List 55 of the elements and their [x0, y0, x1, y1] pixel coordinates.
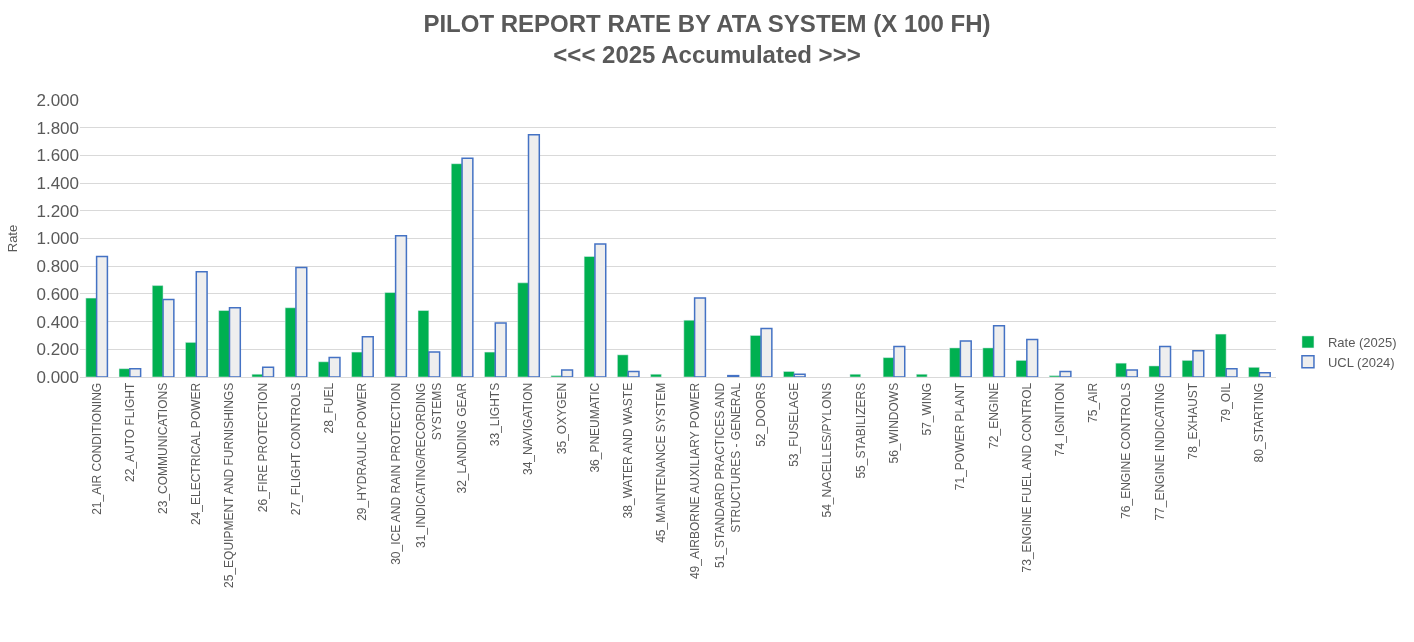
x-tick-label: 28_FUEL: [322, 382, 337, 434]
x-tick-label: 22_AUTO FLIGHT: [122, 382, 137, 482]
y-tick-label: 1.800: [36, 118, 79, 138]
y-tick-label: 1.600: [36, 146, 79, 166]
y-tick-label: 0.200: [36, 340, 79, 360]
bar: [916, 373, 928, 377]
x-tick-label: 29_HYDRAULIC POWER: [355, 382, 370, 521]
y-tick-label: 1.400: [36, 174, 79, 194]
x-tick-label: 25_EQUIPMENT AND FURNISHINGS: [222, 382, 237, 588]
y-tick-label: 0.400: [36, 312, 79, 332]
y-tick-label: 1.200: [36, 201, 79, 221]
legend-label: UCL (2024): [1327, 354, 1395, 370]
y-axis-title: Rate: [5, 224, 21, 253]
x-tick-label: 27_FLIGHT CONTROLS: [288, 382, 303, 516]
x-tick-label: 26_FIRE PROTECTION: [255, 382, 270, 513]
x-tick-label: 45_MAINTENANCE SYSTEM: [654, 382, 669, 543]
x-tick-label: 73_ENGINE FUEL AND CONTROL: [1019, 382, 1034, 573]
x-tick-label: 71_POWER PLANT: [953, 382, 968, 491]
x-tick-label: 76_ENGINE CONTROLS: [1119, 382, 1134, 519]
x-tick-label: 53_FUSELAGE: [787, 382, 802, 467]
x-tick-label: 57_WING: [920, 382, 935, 436]
legend-label: Rate (2025): [1327, 335, 1397, 351]
x-tick-label: 34_NAVIGATION: [521, 382, 536, 476]
y-tick-label: 0.800: [36, 257, 79, 277]
x-tick-label: 74_IGNITION: [1052, 382, 1067, 457]
x-tick-label: 32_LANDING GEAR: [454, 382, 469, 494]
x-tick-label: 23_COMMUNICATIONS: [155, 382, 170, 514]
chart-title: PILOT REPORT RATE BY ATA SYSTEM (X 100 FH): [423, 10, 991, 38]
bar: [849, 373, 861, 377]
x-tick-label: 36_PNEUMATIC: [587, 382, 602, 473]
x-tick-label: 79_OIL: [1219, 382, 1234, 423]
x-tick-label: 56_WINDOWS: [886, 382, 901, 464]
y-tick-label: 0.000: [36, 367, 79, 387]
x-tick-label: 33_LIGHTS: [488, 382, 503, 447]
x-tick-label: 52_DOORS: [753, 382, 768, 447]
bar: [650, 373, 662, 377]
y-tick-label: 2.000: [36, 90, 79, 110]
x-tick-label: 55_STABILIZERS: [853, 382, 868, 479]
x-tick-label: 30_ICE AND RAIN PROTECTION: [388, 382, 403, 565]
chart-subtitle: <<< 2025 Accumulated >>>: [553, 41, 861, 69]
x-tick-label: 49_AIRBORNE AUXILIARY POWER: [687, 382, 702, 580]
x-tick-label: 35_OXYGEN: [554, 382, 569, 455]
x-tick-label: 78_EXHAUST: [1185, 382, 1200, 460]
y-tick-label: 0.600: [36, 284, 79, 304]
x-tick-label: 80_STARTING: [1252, 382, 1267, 463]
x-tick-label: 77_ENGINE INDICATING: [1152, 382, 1167, 521]
x-tick-label: 31_INDICATING/RECORDING SYSTEMS: [413, 382, 444, 548]
x-tick-label: 24_ELECTRICAL POWER: [189, 382, 204, 526]
x-tick-label: 54_NACELLES/PYLONS: [820, 382, 835, 518]
x-tick-label: 21_AIR CONDITIONING: [89, 382, 104, 515]
x-tick-label: 75_AIR: [1086, 382, 1101, 423]
x-tick-label: 51_STANDARD PRACTICES AND STRUCTURES - GENERAL: [712, 382, 743, 568]
x-tick-label: 38_WATER AND WASTE: [621, 382, 636, 519]
y-tick-label: 1.000: [36, 229, 79, 249]
x-tick-label: 72_ENGINE: [986, 382, 1001, 449]
